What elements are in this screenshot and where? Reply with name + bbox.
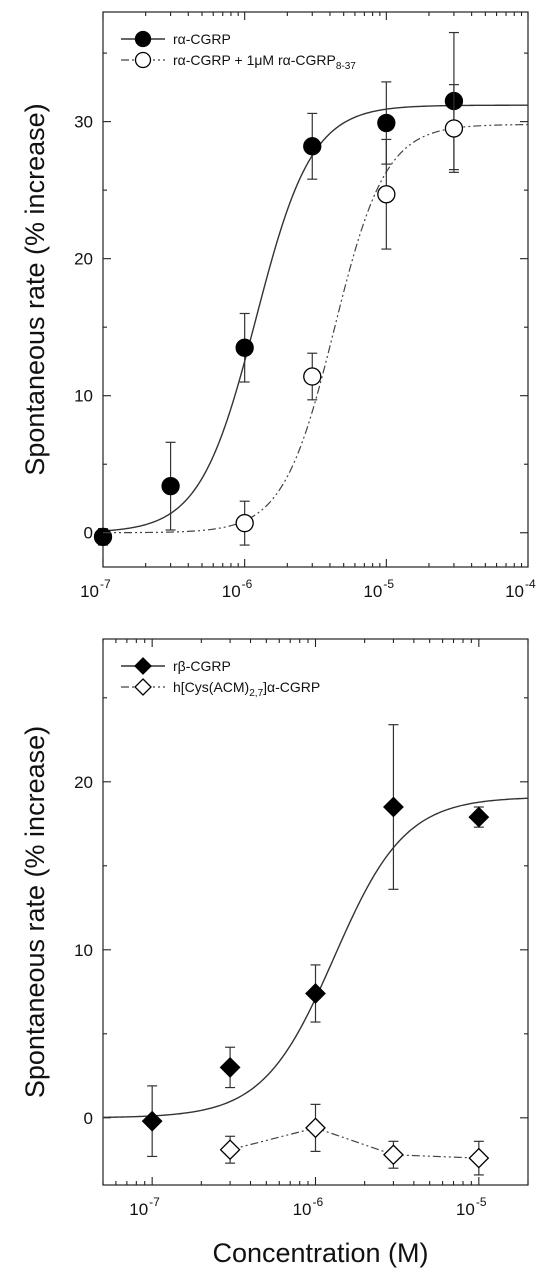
legend-marker xyxy=(134,678,152,696)
x-tick-label-exponent: -7 xyxy=(100,577,111,591)
data-point xyxy=(219,1139,241,1161)
x-tick-label-base: 10 xyxy=(505,582,524,601)
data-point xyxy=(305,1117,326,1139)
fit-curve xyxy=(103,123,529,534)
data-point xyxy=(468,1147,490,1169)
series-2 xyxy=(219,1103,490,1176)
legend-label-subscript: 2,7 xyxy=(249,688,263,699)
x-tick-label-exponent: -6 xyxy=(242,577,253,591)
x-tick-label: 10 -5 xyxy=(456,1195,487,1219)
legend-label: h[Cys(ACM)2,7]α-CGRP xyxy=(173,679,320,699)
x-tick-label-exponent: -5 xyxy=(383,577,394,591)
legend-label: rβ-CGRP xyxy=(173,658,231,674)
data-point xyxy=(305,983,326,1004)
x-axis-label: Concentration (M) xyxy=(212,1238,428,1268)
legend-label-text: rβ-CGRP xyxy=(173,658,231,674)
data-point xyxy=(141,1110,163,1132)
x-tick-label-exponent: -7 xyxy=(149,1195,160,1209)
x-tick-label: 10 -7 xyxy=(129,1195,160,1219)
x-tick-label: 10 -6 xyxy=(222,577,253,601)
x-tick-label: 10 -4 xyxy=(505,577,536,601)
legend-marker xyxy=(134,657,152,675)
x-tick-label-exponent: -5 xyxy=(476,1195,487,1209)
data-point xyxy=(383,1144,404,1166)
fit-curve xyxy=(102,797,529,1119)
legend-marker xyxy=(134,51,152,69)
x-tick-label-base: 10 xyxy=(363,582,382,601)
legend-label: rα-CGRP xyxy=(173,31,231,47)
data-point xyxy=(161,476,180,496)
data-point xyxy=(444,119,464,138)
plot-frame xyxy=(102,11,529,568)
legend-label-text: h[Cys(ACM) xyxy=(173,679,249,695)
legend-label-subscript: 8-37 xyxy=(336,61,356,72)
legend-label-suffix: ]α-CGRP xyxy=(263,679,320,695)
data-point xyxy=(219,1056,241,1078)
y-tick-label: 0 xyxy=(84,1109,93,1128)
legend: rβ-CGRP h[Cys(ACM)2,7]α-CGRP xyxy=(121,657,320,699)
data-point xyxy=(468,806,490,828)
legend-label: rα-CGRP + 1μM rα-CGRP8-37 xyxy=(173,52,356,72)
x-tick-label-base: 10 xyxy=(293,1200,312,1219)
series-1 xyxy=(93,31,528,547)
data-point xyxy=(377,185,396,204)
fit-curve xyxy=(102,104,528,532)
legend: rα-CGRP rα-CGRP + 1μM rα-CGRP8-37 xyxy=(121,30,356,72)
series-1 xyxy=(102,724,529,1158)
data-point xyxy=(93,527,113,547)
connecting-line xyxy=(229,1127,479,1159)
data-point xyxy=(377,113,396,133)
x-tick-label-exponent: -4 xyxy=(525,577,536,591)
y-tick-label: 10 xyxy=(74,387,93,406)
legend-marker xyxy=(134,30,152,48)
legend-label-text: rα-CGRP xyxy=(173,31,231,47)
legend-label-text: rα-CGRP + 1μM rα-CGRP xyxy=(173,52,336,68)
data-point xyxy=(235,513,254,533)
x-tick-label: 10 -5 xyxy=(363,577,394,601)
x-tick-label-exponent: -6 xyxy=(313,1195,324,1209)
y-tick-label: 20 xyxy=(74,773,93,792)
y-tick-label: 10 xyxy=(74,941,93,960)
y-tick-label: 30 xyxy=(74,113,93,132)
y-axis-label: Spontaneous rate (% increase) xyxy=(20,103,50,475)
x-tick-label: 10 -7 xyxy=(80,577,111,601)
data-point xyxy=(383,796,404,818)
x-tick-label: 10 -6 xyxy=(293,1195,324,1219)
y-axis-label: Spontaneous rate (% increase) xyxy=(20,726,50,1098)
data-point xyxy=(303,137,322,156)
data-point xyxy=(303,367,322,386)
x-tick-label-base: 10 xyxy=(456,1200,475,1219)
y-tick-label: 0 xyxy=(84,524,93,543)
y-tick-label: 20 xyxy=(74,250,93,269)
x-tick-label-base: 10 xyxy=(222,582,241,601)
series-2 xyxy=(103,84,529,546)
x-tick-label-base: 10 xyxy=(80,582,99,601)
data-point xyxy=(235,338,254,357)
plot-frame xyxy=(102,638,529,1186)
x-tick-label-base: 10 xyxy=(129,1200,148,1219)
